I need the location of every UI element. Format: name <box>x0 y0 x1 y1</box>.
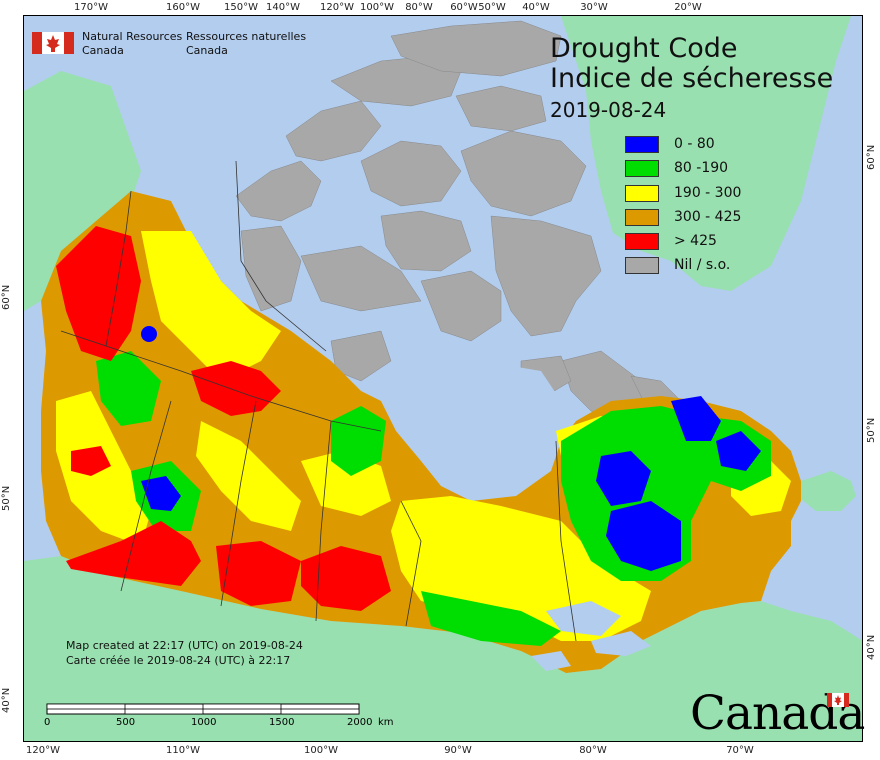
graticule-label: 140°W <box>266 2 300 13</box>
legend-label: Nil / s.o. <box>674 257 731 274</box>
graticule-label: 60°N <box>866 144 877 170</box>
legend-label: 0 - 80 <box>674 136 715 152</box>
graticule-label: 110°W <box>166 745 200 756</box>
usa-land <box>24 556 862 741</box>
scale-tick: 1000 <box>191 717 217 728</box>
agency-name-en-line2: Canada <box>82 44 124 57</box>
newfoundland-land <box>801 471 856 511</box>
graticule-label: 50°W <box>478 2 506 13</box>
legend-swatch <box>625 184 659 202</box>
graticule-label: 60°W <box>450 2 478 13</box>
hudson-bay <box>381 361 561 496</box>
graticule-label: 50°N <box>1 485 12 511</box>
great-lakes <box>531 601 651 671</box>
graticule-label: 20°W <box>674 2 702 13</box>
graticule-label: 90°W <box>444 745 472 756</box>
credit-en: Map created at 22:17 (UTC) on 2019-08-24 <box>66 639 303 652</box>
map-title: Drought Code Indice de sécheresse 2019-0… <box>550 34 833 124</box>
scale-tick: 2000 <box>347 717 373 728</box>
graticule-label: 40°W <box>522 2 550 13</box>
agency-name-fr-line1: Ressources naturelles <box>186 30 307 43</box>
graticule-label: 40°N <box>866 634 877 660</box>
scale-unit: km <box>378 717 394 728</box>
canada-wordmark: Canada <box>690 686 865 741</box>
legend-swatch <box>625 233 659 251</box>
credit-fr: Carte créée le 2019-08-24 (UTC) à 22:17 <box>66 654 291 667</box>
graticule-label: 150°W <box>224 2 258 13</box>
graticule-label: 80°W <box>405 2 433 13</box>
scale-tick: 0 <box>44 717 51 728</box>
map-canvas <box>24 16 862 741</box>
map-credit: Map created at 22:17 (UTC) on 2019-08-24… <box>66 638 303 668</box>
legend-swatch <box>625 160 659 178</box>
legend-swatch <box>625 136 659 153</box>
graticule-label: 80°W <box>579 745 607 756</box>
map-date: 2019-08-24 <box>550 98 667 122</box>
legend-label: > 425 <box>674 233 717 250</box>
graticule-label: 50°N <box>866 417 877 443</box>
drought-code-map <box>23 15 863 742</box>
scale-tick: 500 <box>116 717 136 728</box>
graticule-label: 70°W <box>726 745 754 756</box>
graticule-label: 100°W <box>360 2 394 13</box>
legend-label: 300 - 425 <box>674 208 742 225</box>
graticule-label: 60°N <box>1 284 12 310</box>
zone-gt-425 <box>56 226 391 611</box>
legend-label: 190 - 300 <box>674 184 742 201</box>
graticule-label: 160°W <box>166 2 200 13</box>
graticule-label: 170°W <box>74 2 108 13</box>
scale-bar: 0 500 1000 1500 2000 km <box>44 700 404 734</box>
wordmark-flag-icon <box>827 693 849 707</box>
canada-flag-icon <box>32 32 74 54</box>
scale-tick: 1500 <box>269 717 295 728</box>
graticule-label: 40°N <box>1 687 12 713</box>
legend-swatch <box>625 257 659 275</box>
zone-0-80 <box>141 326 761 571</box>
alaska-land <box>24 71 141 311</box>
graticule-label: 30°W <box>580 2 608 13</box>
graticule-label: 120°W <box>26 745 60 756</box>
agency-name-fr-line2: Canada <box>186 44 228 57</box>
title-line2: Indice de sécheresse <box>550 63 834 94</box>
legend-label: 80 -190 <box>674 160 729 177</box>
scale-bar-graphic <box>46 703 360 715</box>
title-line1: Drought Code <box>550 33 738 64</box>
graticule-label: 100°W <box>304 745 338 756</box>
agency-name-en-line1: Natural Resources <box>82 30 183 43</box>
provincial-borders <box>60 160 577 642</box>
legend-swatch <box>625 208 659 226</box>
graticule-label: 120°W <box>320 2 354 13</box>
